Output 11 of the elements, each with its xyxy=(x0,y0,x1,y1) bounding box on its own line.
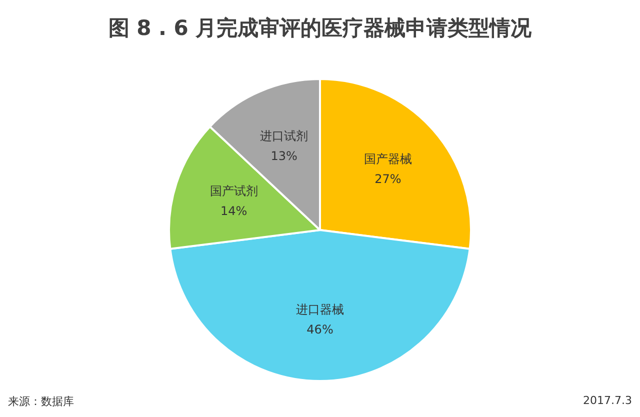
data-label: 13% xyxy=(270,148,298,163)
text: 2017.7.3 xyxy=(583,394,632,407)
data-label: 27% xyxy=(374,172,402,186)
slice-label: 进口器械 xyxy=(296,302,344,317)
data-label: 46% xyxy=(306,322,334,337)
slice-label: 进口试剂 xyxy=(260,128,308,143)
source-note: 来源：数据库 xyxy=(8,394,74,409)
data-label: 14% xyxy=(220,204,248,218)
chart-title: 图 8 . 6 月完成审评的医疗器械申请类型情况 xyxy=(107,15,533,42)
slice-label: 国产试剂 xyxy=(210,184,258,198)
slice-label: 国产器械 xyxy=(364,152,412,166)
